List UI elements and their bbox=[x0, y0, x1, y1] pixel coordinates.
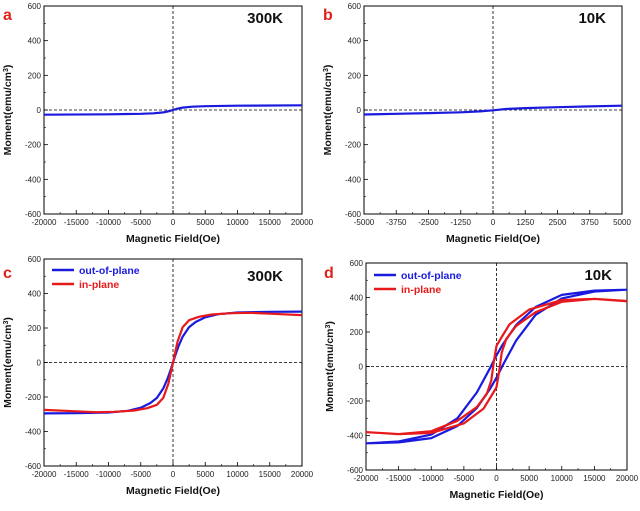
panel-letter: b bbox=[323, 7, 333, 24]
y-axis-title: Moment(emu/cm3) bbox=[2, 317, 14, 408]
y-tick-label: -400 bbox=[347, 432, 364, 441]
y-tick-label: -200 bbox=[25, 393, 42, 402]
y-tick-label: -600 bbox=[25, 210, 42, 219]
y-tick-label: 0 bbox=[37, 106, 42, 115]
y-tick-label: 600 bbox=[350, 259, 364, 268]
series-line-moment bbox=[44, 104, 302, 116]
y-tick-label: -200 bbox=[25, 141, 42, 150]
x-tick-label: -1250 bbox=[451, 218, 472, 227]
x-tick-label: 1250 bbox=[516, 218, 534, 227]
x-tick-label: -10000 bbox=[96, 470, 121, 479]
x-tick-label: -10000 bbox=[96, 218, 121, 227]
x-tick-label: 15000 bbox=[259, 218, 282, 227]
panel-letter: c bbox=[3, 265, 12, 282]
x-tick-label: 10000 bbox=[551, 474, 574, 483]
x-tick-label: -20000 bbox=[32, 218, 57, 227]
x-tick-label: 15000 bbox=[259, 470, 282, 479]
y-tick-label: 400 bbox=[350, 294, 364, 303]
y-tick-label: 0 bbox=[357, 106, 362, 115]
y-tick-label: -400 bbox=[345, 175, 362, 184]
panel-a: -20000 -15000 -10000 -5000 0 5000 10000 15000 20… bbox=[2, 2, 314, 245]
x-tick-label: -20000 bbox=[32, 470, 57, 479]
y-tick-label: -600 bbox=[345, 210, 362, 219]
x-tick-label: -3750 bbox=[386, 218, 407, 227]
temperature-label: 300K bbox=[247, 268, 283, 285]
x-axis-title: Magnetic Field(Oe) bbox=[126, 485, 220, 497]
x-axis-title: Magnetic Field(Oe) bbox=[450, 489, 544, 501]
x-axis-title: Magnetic Field(Oe) bbox=[126, 233, 220, 245]
panel-letter: d bbox=[324, 265, 334, 282]
x-tick-label: -5000 bbox=[354, 218, 375, 227]
x-tick-label: 15000 bbox=[583, 474, 606, 483]
y-tick-label: 200 bbox=[348, 71, 362, 80]
legend-label-in-plane: in-plane bbox=[401, 284, 441, 296]
x-tick-label: 0 bbox=[171, 470, 176, 479]
x-tick-label: 10000 bbox=[226, 470, 249, 479]
y-tick-label: -600 bbox=[347, 466, 364, 475]
y-tick-label: 400 bbox=[28, 290, 42, 299]
x-tick-label: 5000 bbox=[520, 474, 538, 483]
x-tick-label: -2500 bbox=[418, 218, 439, 227]
x-tick-label: -5000 bbox=[131, 218, 152, 227]
x-tick-label: 20000 bbox=[291, 470, 314, 479]
y-tick-label: 400 bbox=[28, 37, 42, 46]
temperature-label: 300K bbox=[247, 10, 283, 27]
panel-c: -20000 -15000 -10000 -5000 0 5000 10000 15000 20… bbox=[2, 255, 314, 497]
x-tick-label: 5000 bbox=[196, 470, 214, 479]
x-tick-label: -15000 bbox=[64, 218, 89, 227]
x-tick-label: 3750 bbox=[581, 218, 599, 227]
x-tick-label: 0 bbox=[491, 218, 496, 227]
temperature-label: 10K bbox=[584, 267, 612, 284]
x-tick-label: 10000 bbox=[226, 218, 249, 227]
x-tick-label: 0 bbox=[494, 474, 499, 483]
x-tick-label: 0 bbox=[171, 218, 176, 227]
series-line-in-plane bbox=[366, 297, 627, 436]
y-axis-title: Moment(emu/cm3) bbox=[324, 321, 336, 412]
y-tick-label: -600 bbox=[25, 462, 42, 471]
y-axis-title: Moment(emu/cm3) bbox=[322, 65, 334, 156]
series-line-moment bbox=[364, 104, 622, 116]
y-axis-title: Moment(emu/cm3) bbox=[2, 65, 14, 156]
y-tick-label: 200 bbox=[28, 324, 42, 333]
panel-d: -20000 -15000 -10000 -5000 0 5000 10000 15000 20… bbox=[324, 259, 639, 501]
legend-label-out-of-plane: out-of-plane bbox=[79, 265, 140, 277]
y-tick-label: -400 bbox=[25, 175, 42, 184]
legend-label-in-plane: in-plane bbox=[79, 279, 119, 291]
x-axis-title: Magnetic Field(Oe) bbox=[446, 233, 540, 245]
x-tick-label: -5000 bbox=[454, 474, 475, 483]
x-tick-label: -10000 bbox=[419, 474, 444, 483]
temperature-label: 10K bbox=[578, 10, 606, 27]
series-line-in-plane bbox=[44, 311, 302, 414]
x-tick-label: 2500 bbox=[549, 218, 567, 227]
legend-label-out-of-plane: out-of-plane bbox=[401, 270, 462, 282]
y-tick-label: 600 bbox=[348, 2, 362, 11]
y-tick-label: 200 bbox=[28, 71, 42, 80]
x-tick-label: 5000 bbox=[196, 218, 214, 227]
y-tick-label: -200 bbox=[347, 397, 364, 406]
panel-b: -5000 -3750 -2500 -1250 0 1250 2500 3750 5000 -60… bbox=[322, 2, 631, 245]
y-tick-label: 0 bbox=[359, 363, 364, 372]
y-tick-label: 600 bbox=[28, 2, 42, 11]
x-tick-label: -5000 bbox=[131, 470, 152, 479]
y-tick-label: 200 bbox=[350, 328, 364, 337]
x-tick-label: -15000 bbox=[386, 474, 411, 483]
x-tick-label: 20000 bbox=[291, 218, 314, 227]
y-tick-label: 400 bbox=[348, 37, 362, 46]
y-tick-label: 0 bbox=[37, 359, 42, 368]
y-tick-label: 600 bbox=[28, 255, 42, 264]
y-tick-label: -400 bbox=[25, 428, 42, 437]
x-tick-label: -15000 bbox=[64, 470, 89, 479]
y-tick-label: -200 bbox=[345, 141, 362, 150]
panel-letter: a bbox=[3, 7, 12, 24]
x-tick-label: -20000 bbox=[354, 474, 379, 483]
x-tick-label: 5000 bbox=[613, 218, 631, 227]
x-tick-label: 20000 bbox=[616, 474, 639, 483]
